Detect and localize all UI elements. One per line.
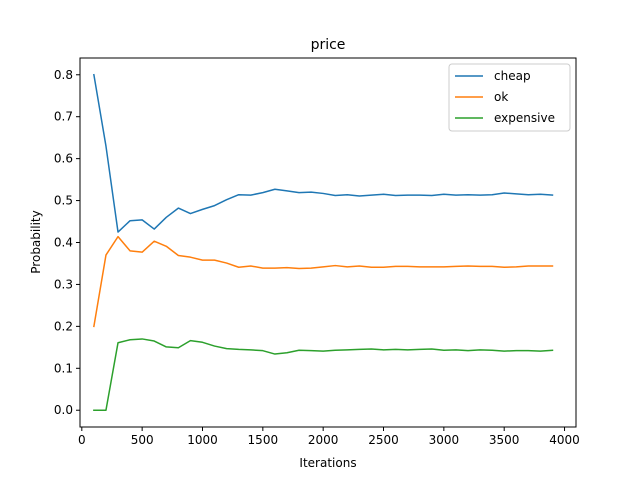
series-line-ok <box>93 235 554 328</box>
x-tick-label: 1000 <box>187 433 218 447</box>
y-tick-label: 0.1 <box>54 361 73 375</box>
y-tick-label: 0.8 <box>54 68 73 82</box>
y-tick-label: 0.0 <box>54 403 73 417</box>
x-tick-label: 0 <box>78 433 86 447</box>
y-axis: 0.0 0.1 0.2 0.3 0.4 0.5 0.6 0.7 0.8 <box>54 68 80 417</box>
x-tick-label: 2500 <box>368 433 399 447</box>
y-tick-label: 0.5 <box>54 194 73 208</box>
legend: cheap ok expensive <box>448 63 571 132</box>
y-axis-title: Probability <box>29 210 43 273</box>
legend-label-ok: ok <box>494 90 508 104</box>
series-line-expensive <box>93 338 554 411</box>
x-tick-label: 4000 <box>549 433 580 447</box>
y-tick-label: 0.7 <box>54 110 73 124</box>
x-axis: 0 500 1000 1500 2000 2500 3000 3500 4000 <box>78 427 580 447</box>
legend-label-cheap: cheap <box>494 69 531 83</box>
y-tick-label: 0.3 <box>54 277 73 291</box>
chart-title: price <box>311 37 346 53</box>
x-tick-label: 3500 <box>489 433 520 447</box>
legend-box <box>448 63 571 132</box>
x-axis-title: Iterations <box>299 456 356 470</box>
series-layer <box>93 73 554 411</box>
x-tick-label: 500 <box>131 433 154 447</box>
series-line-cheap <box>93 73 554 233</box>
y-tick-label: 0.6 <box>54 152 73 166</box>
x-tick-label: 3000 <box>429 433 460 447</box>
x-tick-label: 2000 <box>308 433 339 447</box>
y-tick-label: 0.4 <box>54 236 73 250</box>
y-tick-label: 0.2 <box>54 319 73 333</box>
x-tick-label: 1500 <box>248 433 279 447</box>
legend-label-expensive: expensive <box>494 111 555 125</box>
